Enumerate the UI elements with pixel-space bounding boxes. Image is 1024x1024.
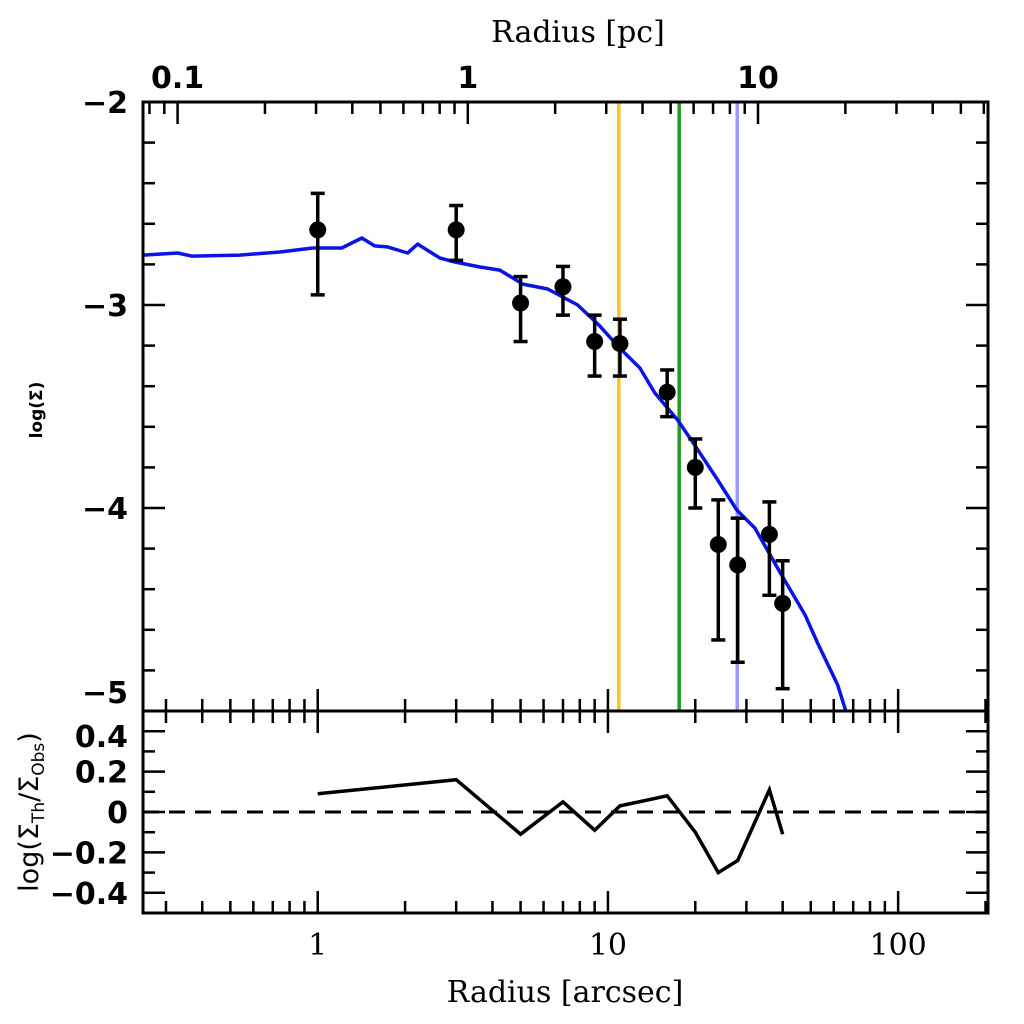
y-tick-label: −2 — [82, 86, 128, 121]
data-point — [774, 559, 792, 691]
bottom-x-axis-title: Radius [arcsec] — [447, 975, 684, 1010]
ticks-group: 1 10 100 0.1 1 10 −2 −3 −4 −5 0.40.2 0 −0.2 −0.4 — [50, 61, 988, 963]
data-point — [447, 203, 465, 263]
res-y-tick-label: 0.4 — [75, 720, 128, 755]
point-marker — [729, 556, 747, 574]
point-marker — [447, 221, 465, 239]
top-x-tick-label: 0.1 — [151, 61, 204, 96]
res-ylabel-pre: log(Σ — [14, 823, 45, 892]
res-y-tick-label: −0.2 — [50, 836, 128, 871]
x-tick-label: 1 — [308, 928, 327, 963]
res-ylabel-sub2: Obs — [29, 743, 49, 776]
res-y-tick-label: −0.4 — [50, 877, 128, 912]
residual-group — [143, 777, 988, 876]
point-marker — [774, 594, 792, 612]
observed-points-group — [309, 191, 792, 691]
model-curve — [143, 236, 848, 711]
model-curve-group — [143, 236, 848, 711]
point-marker — [611, 335, 629, 353]
point-marker — [709, 536, 727, 554]
top-x-axis-title: Radius [pc] — [491, 15, 665, 50]
x-tick-label: 10 — [589, 928, 627, 963]
point-marker — [554, 278, 572, 296]
res-ylabel-mid: /Σ — [14, 776, 45, 802]
y-tick-label: −4 — [82, 492, 128, 527]
data-point — [760, 500, 778, 598]
residual-line — [317, 777, 785, 876]
res-ylabel-post: ) — [14, 732, 45, 743]
top-x-tick-label: 10 — [737, 61, 779, 96]
residual-y-axis-title: log(ΣTh/ΣObs) — [14, 732, 49, 892]
frame — [141, 100, 990, 915]
data-point — [729, 516, 747, 665]
point-marker — [512, 294, 530, 312]
data-point — [554, 264, 572, 317]
point-marker — [658, 383, 676, 401]
data-point — [658, 368, 676, 419]
x-tick-label: 100 — [870, 928, 927, 963]
data-point — [686, 437, 704, 510]
res-y-tick-label: 0.2 — [75, 756, 128, 791]
main-panel-frame — [141, 100, 990, 713]
top-x-tick-label: 1 — [457, 61, 478, 96]
data-point — [611, 317, 629, 378]
y-tick-label: −5 — [82, 676, 128, 711]
point-marker — [760, 525, 778, 543]
y-tick-label: −3 — [82, 289, 128, 324]
main-y-axis-title: log(Σ) — [27, 382, 47, 439]
res-y-tick-label: 0 — [107, 796, 128, 831]
point-marker — [586, 333, 604, 351]
data-point — [512, 274, 530, 344]
res-ylabel-sub1: Th — [29, 802, 49, 824]
data-point — [309, 191, 327, 297]
data-point — [709, 498, 727, 642]
point-marker — [309, 221, 327, 239]
residual-panel-frame — [141, 709, 990, 915]
data-point — [586, 313, 604, 378]
point-marker — [686, 458, 704, 476]
